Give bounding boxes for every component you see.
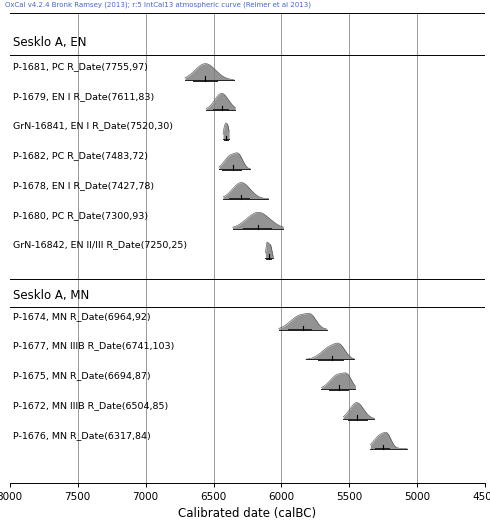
- Text: OxCal v4.2.4 Bronk Ramsey (2013); r:5 IntCal13 atmospheric curve (Reimer et al 2: OxCal v4.2.4 Bronk Ramsey (2013); r:5 In…: [5, 1, 311, 7]
- Text: P-1681, PC R_Date(7755,97): P-1681, PC R_Date(7755,97): [13, 62, 147, 71]
- X-axis label: Calibrated date (calBC): Calibrated date (calBC): [178, 507, 317, 520]
- Text: P-1674, MN R_Date(6964,92): P-1674, MN R_Date(6964,92): [13, 312, 150, 321]
- Text: Sesklo A, EN: Sesklo A, EN: [13, 37, 86, 49]
- Text: P-1679, EN I R_Date(7611,83): P-1679, EN I R_Date(7611,83): [13, 92, 154, 101]
- Text: P-1678, EN I R_Date(7427,78): P-1678, EN I R_Date(7427,78): [13, 181, 154, 190]
- Text: P-1676, MN R_Date(6317,84): P-1676, MN R_Date(6317,84): [13, 431, 150, 440]
- Text: P-1682, PC R_Date(7483,72): P-1682, PC R_Date(7483,72): [13, 151, 147, 160]
- Text: P-1677, MN IIIB R_Date(6741,103): P-1677, MN IIIB R_Date(6741,103): [13, 341, 174, 351]
- Text: GrN-16842, EN II/III R_Date(7250,25): GrN-16842, EN II/III R_Date(7250,25): [13, 241, 187, 250]
- Text: GrN-16841, EN I R_Date(7520,30): GrN-16841, EN I R_Date(7520,30): [13, 122, 172, 130]
- Text: P-1675, MN R_Date(6694,87): P-1675, MN R_Date(6694,87): [13, 371, 150, 380]
- Text: P-1680, PC R_Date(7300,93): P-1680, PC R_Date(7300,93): [13, 211, 147, 220]
- Text: Sesklo A, MN: Sesklo A, MN: [13, 289, 89, 302]
- Text: P-1672, MN IIIB R_Date(6504,85): P-1672, MN IIIB R_Date(6504,85): [13, 401, 168, 410]
